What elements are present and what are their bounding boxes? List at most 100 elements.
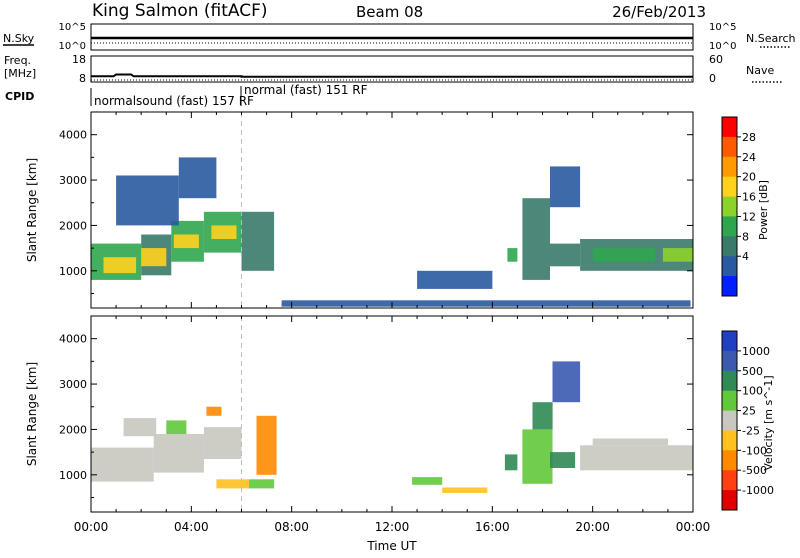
velocity-cell-10 (442, 487, 488, 493)
velocity-cell-3 (256, 415, 277, 475)
colorbar-swatch (722, 390, 737, 412)
cpid-label: CPID (5, 90, 34, 103)
colorbar-tick-label: 25 (742, 405, 756, 418)
freq-strip: Freq. [MHz] 18 8 60 0 Nave (4, 53, 782, 85)
velocity-y-axis: 1000 2000 3000 4000 (59, 333, 693, 498)
y-tick-label: 1000 (59, 469, 87, 482)
freq-trace (91, 73, 693, 78)
station-title: King Salmon (fitACF) (92, 1, 268, 21)
power-cell-13 (507, 248, 518, 262)
time-axis: 00:00 04:00 08:00 12:00 16:00 20:00 00:00 (74, 112, 710, 534)
colorbar-swatch (722, 256, 737, 277)
cpid-segment-1: normalsound (fast) 157 RF (94, 94, 254, 108)
colorbar-tick-label: -100 (742, 444, 767, 457)
colorbar-tick-label: 24 (742, 151, 756, 164)
velocity-data-cells (91, 316, 693, 512)
x-tick-label: 12:00 (375, 520, 410, 534)
colorbar-swatch (722, 490, 737, 511)
velocity-cell-8 (206, 406, 222, 416)
velocity-cell-14 (552, 361, 581, 403)
power-cell-18 (592, 248, 656, 262)
nave-tick-top: 60 (709, 53, 723, 66)
x-tick-label: 16:00 (475, 520, 510, 534)
velocity-cell-12 (522, 429, 553, 484)
velocity-panel-frame (90, 315, 694, 513)
velocity-cell-6 (123, 418, 157, 437)
colorbar-tick-label: 500 (742, 365, 763, 378)
colorbar-tick-label: 100 (742, 385, 763, 398)
colorbar-tick-label: -1000 (742, 484, 774, 497)
nsky-tick-bottom: 10^0 (59, 41, 86, 52)
power-cell-14 (522, 198, 550, 280)
freq-strip-frame (90, 55, 694, 83)
y-tick-label: 4000 (59, 333, 87, 346)
x-tick-label: 04:00 (174, 520, 209, 534)
x-tick-label: 00:00 (74, 520, 109, 534)
nsearch-tick-top: 10^5 (709, 22, 736, 33)
power-panel: 1000 2000 3000 4000 Slant Range [km] (25, 111, 694, 309)
velocity-cell-17 (592, 438, 668, 446)
velocity-cell-16 (580, 445, 693, 471)
colorbar-swatch (722, 236, 737, 257)
power-cell-16 (550, 243, 581, 267)
colorbar-swatch (722, 430, 737, 451)
nsearch-tick-bottom: 10^0 (709, 41, 736, 52)
time-axis-label: Time UT (366, 539, 417, 553)
power-y-axis: 1000 2000 3000 4000 (59, 129, 693, 294)
velocity-cell-0 (91, 447, 154, 482)
nsky-strip: N.Sky 10^5 10^0 10^5 10^0 N.Search (3, 22, 796, 52)
power-ylabel: Slant Range [km] (25, 158, 39, 262)
velocity-ylabel: Slant Range [km] (25, 362, 39, 466)
y-tick-label: 3000 (59, 378, 87, 391)
power-data-cells (91, 112, 693, 308)
colorbar-swatch (722, 117, 737, 138)
velocity-cell-1 (153, 434, 204, 473)
velocity-panel: 1000 2000 3000 4000 Slant Range [km] (25, 315, 694, 513)
nsky-tick-top: 10^5 (59, 22, 86, 33)
colorbar-swatch (722, 450, 737, 471)
power-colorbar-label: Power [dB] (757, 180, 770, 240)
freq-tick-top: 18 (72, 53, 86, 66)
colorbar-tick-label: -25 (742, 424, 760, 437)
colorbar-swatch (722, 136, 737, 158)
x-tick-label: 08:00 (274, 520, 309, 534)
power-cell-15 (550, 166, 581, 208)
nsearch-label: N.Search (746, 32, 796, 45)
nsky-label: N.Sky (3, 32, 35, 45)
y-tick-label: 3000 (59, 174, 87, 187)
colorbar-frame (721, 116, 738, 297)
velocity-cell-15 (550, 452, 576, 468)
power-cell-9 (116, 175, 179, 226)
velocity-cell-4 (216, 479, 249, 489)
colorbar-swatch (722, 410, 737, 431)
power-panel-frame (90, 111, 694, 309)
colorbar-swatch (722, 216, 737, 237)
velocity-cell-2 (203, 427, 242, 459)
velocity-cell-9 (412, 477, 443, 485)
colorbar-tick-label: 12 (742, 210, 756, 223)
velocity-colorbar-label: Velocity [m s^-1] (762, 375, 775, 470)
colorbar-swatch (722, 176, 737, 198)
velocity-cell-5 (249, 479, 275, 489)
y-tick-label: 4000 (59, 129, 87, 142)
x-tick-label: 20:00 (575, 520, 610, 534)
colorbar-tick-label: 16 (742, 191, 756, 204)
colorbar-swatch (722, 196, 737, 217)
y-tick-label: 2000 (59, 423, 87, 436)
colorbar-tick-label: -500 (742, 464, 767, 477)
power-cell-19 (662, 248, 693, 262)
date-label: 26/Feb/2013 (612, 3, 706, 21)
y-tick-label: 2000 (59, 219, 87, 232)
cpid-segment-2: normal (fast) 151 RF (244, 83, 368, 97)
colorbar-swatch (722, 331, 737, 352)
colorbar-tick-label: 4 (742, 250, 749, 263)
beam-label: Beam 08 (356, 3, 423, 21)
colorbar-swatch (722, 350, 737, 372)
power-cell-10 (178, 157, 217, 199)
colorbar-tick-label: 8 (742, 230, 749, 243)
colorbar-tick-label: 28 (742, 131, 756, 144)
power-cell-8 (241, 211, 275, 271)
nave-label: Nave (746, 64, 774, 77)
y-tick-label: 1000 (59, 265, 87, 278)
